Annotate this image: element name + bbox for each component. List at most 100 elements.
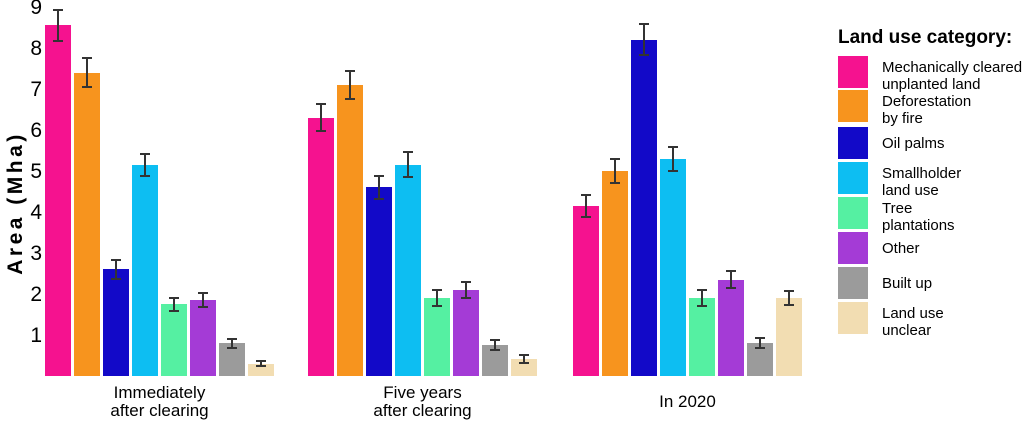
error-bar bbox=[227, 337, 237, 349]
error-bar bbox=[374, 175, 384, 200]
error-bar-line bbox=[643, 23, 645, 57]
bar bbox=[74, 72, 100, 376]
error-bar bbox=[639, 23, 649, 57]
error-bar-line bbox=[57, 9, 59, 42]
error-bar-line bbox=[115, 259, 117, 280]
error-bar bbox=[256, 360, 266, 367]
legend-swatch bbox=[838, 197, 868, 229]
x-category-label: Immediately after clearing bbox=[50, 384, 270, 420]
y-tick-label: 9 bbox=[30, 0, 42, 19]
error-bar-line bbox=[260, 360, 262, 367]
error-bar-line bbox=[86, 57, 88, 88]
y-tick-label: 1 bbox=[30, 323, 42, 347]
legend-item-label-line: unplanted land bbox=[882, 76, 981, 93]
y-tick-label: 7 bbox=[30, 77, 42, 101]
x-category-label-line: Immediately bbox=[113, 383, 206, 402]
bar bbox=[45, 25, 71, 376]
legend-item-label-line: Land use bbox=[882, 305, 944, 322]
error-bar bbox=[345, 70, 355, 100]
error-bar bbox=[53, 9, 63, 42]
error-bar bbox=[198, 291, 208, 309]
bar bbox=[132, 164, 158, 376]
error-bar-line bbox=[320, 103, 322, 133]
error-bar-cap-bottom bbox=[755, 347, 765, 350]
error-bar-cap-bottom bbox=[403, 176, 413, 179]
legend-item-label-line: plantations bbox=[882, 217, 955, 234]
error-bar-cap-bottom bbox=[461, 296, 471, 299]
x-category-label: Five years after clearing bbox=[313, 384, 533, 420]
legend-item-label-line: Built up bbox=[882, 275, 933, 292]
error-bar-cap-bottom bbox=[111, 277, 121, 280]
error-bar bbox=[519, 353, 529, 364]
error-bar-line bbox=[378, 175, 380, 200]
legend-item-label-line: Tree bbox=[882, 200, 913, 217]
bar bbox=[103, 269, 129, 376]
y-tick-label: 2 bbox=[30, 282, 42, 306]
bar bbox=[776, 298, 802, 376]
bar bbox=[308, 117, 334, 376]
error-bar bbox=[784, 289, 794, 307]
error-bar-line bbox=[173, 296, 175, 312]
error-bar bbox=[140, 152, 150, 178]
error-bar-line bbox=[494, 339, 496, 352]
error-bar-line bbox=[730, 270, 732, 290]
bar bbox=[631, 39, 657, 376]
bar bbox=[602, 171, 628, 376]
error-bar-cap-bottom bbox=[432, 305, 442, 308]
legend-item-label: Other bbox=[882, 240, 920, 257]
error-bar-cap-bottom bbox=[374, 197, 384, 200]
error-bar-cap-bottom bbox=[140, 175, 150, 178]
bar bbox=[248, 363, 274, 376]
y-tick-label: 5 bbox=[30, 159, 42, 183]
legend-item-label: Tree plantations bbox=[882, 200, 955, 234]
error-bar-cap-bottom bbox=[53, 39, 63, 42]
legend-swatch bbox=[838, 162, 868, 194]
error-bar-cap-bottom bbox=[726, 287, 736, 290]
bar bbox=[395, 164, 421, 376]
error-bar-cap-bottom bbox=[610, 182, 620, 185]
error-bar bbox=[169, 296, 179, 312]
error-bar bbox=[581, 193, 591, 219]
error-bar-line bbox=[585, 193, 587, 219]
legend-swatch bbox=[838, 56, 868, 88]
legend-item-label-line: Smallholder bbox=[882, 165, 962, 182]
legend-item-label: Oil palms bbox=[882, 135, 945, 152]
error-bar-cap-bottom bbox=[198, 306, 208, 309]
legend-item-label-line: unclear bbox=[882, 322, 932, 339]
legend-item-label-line: by fire bbox=[882, 110, 923, 127]
x-category-label-line: Five years bbox=[383, 383, 462, 402]
legend-swatch bbox=[838, 302, 868, 334]
bar bbox=[219, 343, 245, 376]
error-bar-line bbox=[144, 152, 146, 178]
error-bar-line bbox=[788, 289, 790, 307]
error-bar bbox=[755, 337, 765, 350]
error-bar-cap-bottom bbox=[697, 305, 707, 308]
error-bar-line bbox=[231, 337, 233, 349]
error-bar-line bbox=[202, 291, 204, 309]
bar bbox=[689, 298, 715, 376]
error-bar bbox=[461, 280, 471, 299]
error-bar bbox=[490, 339, 500, 352]
error-bar-cap-bottom bbox=[784, 304, 794, 307]
error-bar-line bbox=[614, 157, 616, 185]
error-bar bbox=[726, 270, 736, 290]
error-bar-line bbox=[465, 280, 467, 299]
error-bar-line bbox=[759, 337, 761, 350]
legend-item-label: Land use unclear bbox=[882, 305, 944, 339]
error-bar-cap-bottom bbox=[345, 97, 355, 100]
error-bar-cap-bottom bbox=[169, 309, 179, 312]
x-category-label-line: after clearing bbox=[110, 401, 209, 420]
bar bbox=[511, 358, 537, 376]
y-tick-label: 4 bbox=[30, 200, 42, 224]
error-bar bbox=[111, 259, 121, 280]
error-bar-cap-bottom bbox=[581, 216, 591, 219]
legend-item-label-line: Other bbox=[882, 240, 920, 257]
bar bbox=[161, 304, 187, 376]
x-category-label-line: In 2020 bbox=[659, 392, 716, 411]
y-tick-label: 8 bbox=[30, 36, 42, 60]
error-bar-line bbox=[436, 289, 438, 308]
error-bar-cap-bottom bbox=[639, 54, 649, 57]
error-bar-cap-bottom bbox=[227, 346, 237, 349]
legend-item-label: Deforestation by fire bbox=[882, 93, 971, 127]
